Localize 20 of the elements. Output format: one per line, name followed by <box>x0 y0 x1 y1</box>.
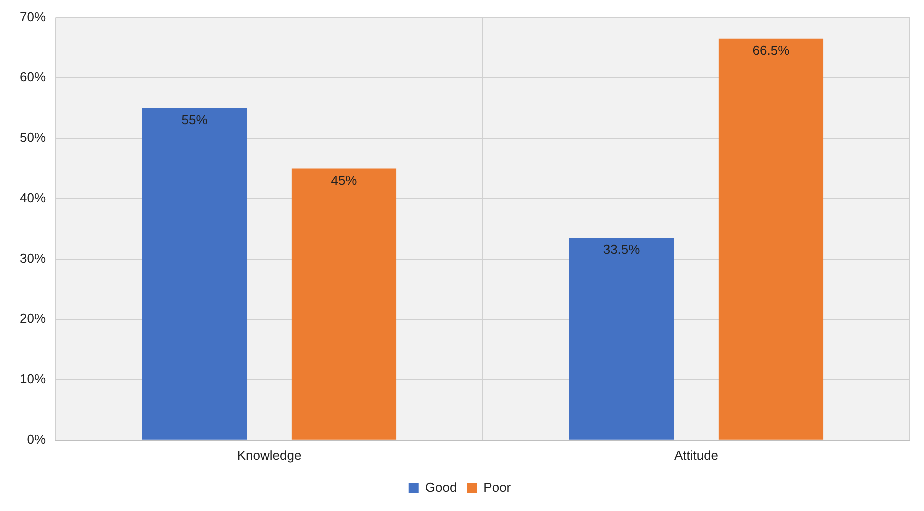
y-tick-label: 40% <box>20 190 46 206</box>
data-label: 45% <box>331 172 358 188</box>
y-tick-label: 0% <box>27 432 46 447</box>
y-tick-label: 30% <box>20 250 46 266</box>
bar <box>569 238 674 440</box>
x-tick-label: Knowledge <box>237 448 302 463</box>
data-label: 66.5% <box>752 43 790 58</box>
y-tick-label: 50% <box>20 130 46 146</box>
bar <box>292 168 397 440</box>
bar <box>142 108 248 440</box>
y-tick-label: 60% <box>20 70 46 85</box>
x-tick-label: Attitude <box>674 448 719 463</box>
bar <box>718 38 824 440</box>
legend-label: Good <box>425 480 458 496</box>
y-tick-label: 20% <box>20 311 46 326</box>
data-label: 55% <box>182 112 208 128</box>
data-label: 33.5% <box>603 242 641 258</box>
legend-label: Poor <box>484 480 512 496</box>
y-tick-label: 70% <box>20 9 46 24</box>
y-tick-label: 10% <box>20 372 46 387</box>
